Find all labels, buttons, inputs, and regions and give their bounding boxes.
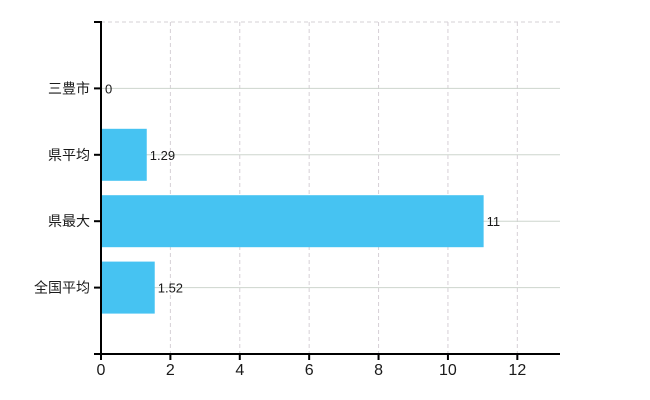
x-tick-label: 8 — [374, 362, 383, 379]
category-label: 三豊市 — [48, 80, 90, 96]
bar-value-label: 1.52 — [158, 281, 183, 296]
x-tick-label: 2 — [166, 362, 175, 379]
x-tick-label: 6 — [305, 362, 314, 379]
bar-value-label: 0 — [105, 81, 112, 96]
x-tick-label: 10 — [439, 362, 457, 379]
category-label: 県平均 — [48, 147, 90, 163]
x-tick-label: 0 — [97, 362, 106, 379]
bar-value-label: 1.29 — [150, 148, 175, 163]
bar-value-label: 11 — [487, 214, 501, 229]
x-tick-label: 4 — [235, 362, 244, 379]
category-label: 県最大 — [48, 213, 90, 229]
bar[interactable] — [102, 128, 147, 181]
category-label: 全国平均 — [34, 280, 90, 296]
x-tick-label: 12 — [508, 362, 526, 379]
bar[interactable] — [102, 261, 155, 314]
bar[interactable] — [102, 195, 484, 248]
